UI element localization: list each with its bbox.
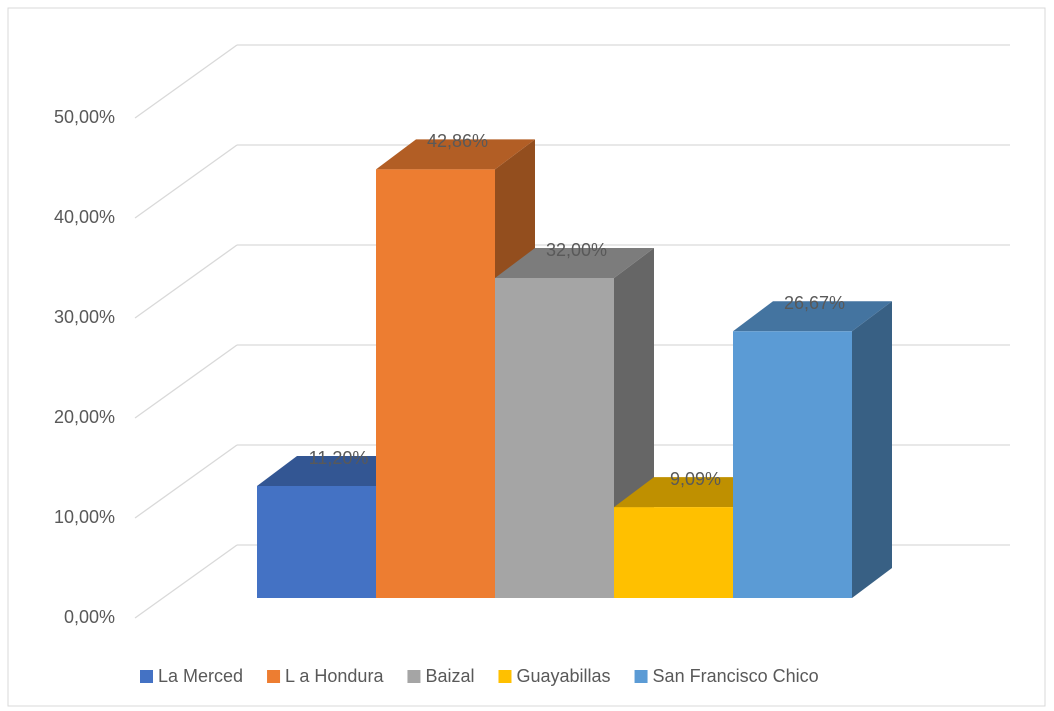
data-label: 11,20% bbox=[309, 448, 369, 468]
bar bbox=[495, 278, 614, 598]
bar-top bbox=[495, 248, 654, 278]
bar bbox=[376, 169, 495, 598]
grid-line bbox=[134, 344, 238, 419]
legend-label: San Francisco Chico bbox=[653, 666, 819, 686]
legend-label: Baizal bbox=[425, 666, 474, 686]
bar-top bbox=[376, 139, 535, 170]
grid-line bbox=[134, 544, 238, 619]
bar bbox=[733, 331, 852, 598]
data-label: 32,00% bbox=[546, 240, 607, 260]
legend-swatch bbox=[498, 670, 512, 683]
bar bbox=[257, 486, 376, 598]
bar-top bbox=[733, 301, 892, 332]
legend-label: La Merced bbox=[158, 666, 243, 686]
grid-line bbox=[134, 444, 238, 519]
data-label: 26,67% bbox=[784, 293, 845, 313]
legend-swatch bbox=[407, 670, 421, 683]
y-tick-label: 40,00% bbox=[54, 207, 115, 227]
legend-swatch bbox=[267, 670, 281, 683]
y-tick-label: 20,00% bbox=[54, 407, 115, 427]
y-tick-label: 0,00% bbox=[64, 607, 115, 627]
grid-line bbox=[134, 44, 238, 119]
y-tick-label: 30,00% bbox=[54, 307, 115, 327]
bar bbox=[614, 507, 733, 598]
y-tick-label: 50,00% bbox=[54, 107, 115, 127]
legend-swatch bbox=[634, 670, 648, 683]
y-tick-label: 10,00% bbox=[54, 507, 115, 527]
data-label: 9,09% bbox=[670, 469, 721, 489]
grid-line bbox=[134, 244, 238, 319]
grid-line bbox=[134, 144, 238, 219]
legend-swatch bbox=[140, 670, 153, 683]
data-label: 42,86% bbox=[427, 131, 488, 151]
bar-side bbox=[852, 301, 892, 598]
legend-label: Guayabillas bbox=[516, 666, 610, 686]
legend-label: L a Hondura bbox=[285, 666, 384, 686]
